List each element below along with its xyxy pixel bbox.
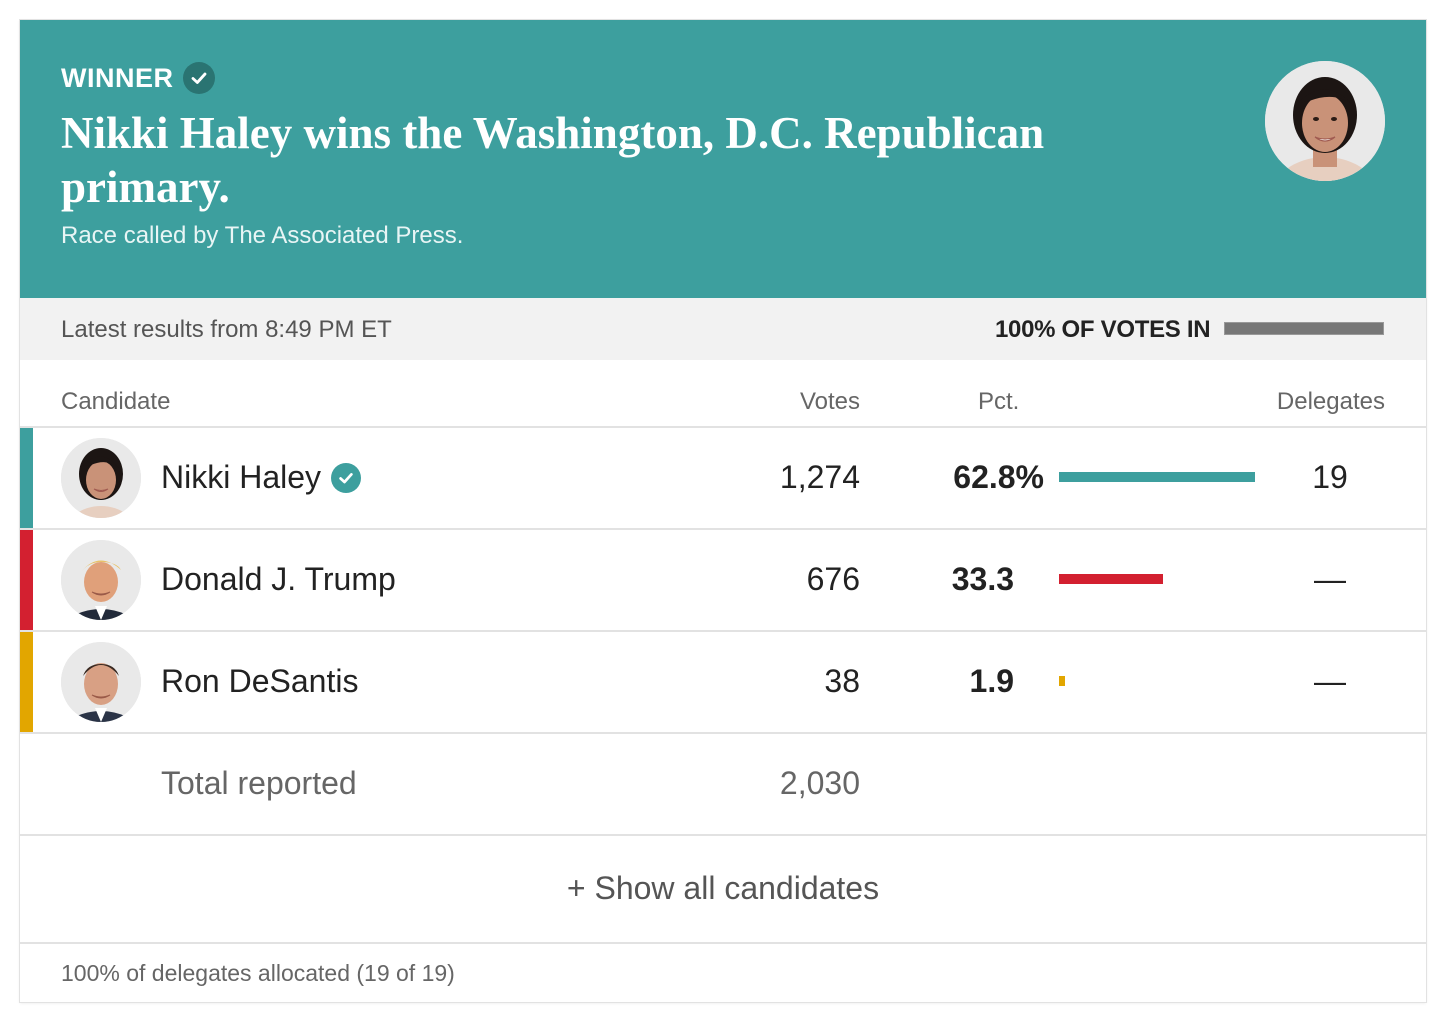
column-header-candidate: Candidate	[61, 388, 171, 415]
results-card: WINNER Nikki Haley wins the Washington, …	[20, 20, 1426, 1002]
total-reported-label: Total reported	[161, 765, 357, 801]
winner-header: WINNER Nikki Haley wins the Washington, …	[20, 20, 1426, 298]
vote-count: 38	[824, 663, 860, 699]
candidate-name: Donald J. Trump	[161, 561, 396, 598]
percentage-bar	[1059, 574, 1163, 584]
delegate-count: —	[1314, 663, 1346, 699]
checkmark-icon	[182, 62, 215, 94]
candidate-row: Ron DeSantis 38 1.9 —	[20, 630, 1426, 732]
race-called-note: Race called by The Associated Press.	[61, 222, 464, 249]
candidate-avatar	[61, 540, 141, 620]
delegate-count: 19	[1312, 459, 1348, 495]
vote-percentage: 62.8%	[953, 459, 1044, 495]
delegate-count: —	[1314, 561, 1346, 597]
winner-label: WINNER	[61, 62, 174, 93]
vote-count: 676	[806, 561, 860, 597]
winner-row: WINNER	[61, 62, 215, 94]
delegates-allocated-note: 100% of delegates allocated (19 of 19)	[61, 960, 455, 986]
candidate-name-text: Ron DeSantis	[161, 663, 359, 699]
vote-percentage: 33.3	[951, 561, 1014, 597]
reporting-progress-fill	[1225, 323, 1383, 334]
candidate-row: Nikki Haley 1,274 62.8% 19	[20, 426, 1426, 528]
reporting-progress-bar	[1224, 322, 1384, 335]
percentage-bar	[1059, 472, 1255, 482]
candidate-row: Donald J. Trump 676 33.3 —	[20, 528, 1426, 630]
total-row: Total reported 2,030	[20, 732, 1426, 834]
show-all-candidates-label: + Show all candidates	[566, 870, 880, 906]
party-color-stripe	[20, 632, 33, 732]
column-header-pct: Pct.	[978, 388, 1020, 415]
candidate-avatar	[61, 642, 141, 722]
show-all-candidates-button[interactable]: + Show all candidates	[20, 834, 1426, 944]
status-bar: Latest results from 8:49 PM ET 100% OF V…	[20, 298, 1426, 360]
latest-results-time: Latest results from 8:49 PM ET	[61, 316, 392, 343]
party-color-stripe	[20, 530, 33, 630]
candidate-avatar	[61, 438, 141, 518]
total-vote-count: 2,030	[779, 765, 860, 801]
candidate-name: Nikki Haley	[161, 459, 362, 496]
column-header-delegates: Delegates	[1276, 388, 1385, 415]
votes-in-label: 100% OF VOTES IN	[995, 316, 1211, 343]
candidate-name: Ron DeSantis	[161, 663, 358, 700]
winner-checkmark-icon	[331, 462, 362, 493]
vote-count: 1,274	[779, 459, 860, 495]
winner-portrait	[1265, 61, 1385, 181]
column-header-votes: Votes	[799, 388, 860, 415]
headline: Nikki Haley wins the Washington, D.C. Re…	[61, 108, 1045, 212]
candidate-name-text: Nikki Haley	[161, 459, 322, 495]
party-color-stripe	[20, 428, 33, 528]
candidate-name-text: Donald J. Trump	[161, 561, 396, 597]
percentage-bar	[1059, 676, 1065, 686]
vote-percentage: 1.9	[969, 663, 1014, 699]
